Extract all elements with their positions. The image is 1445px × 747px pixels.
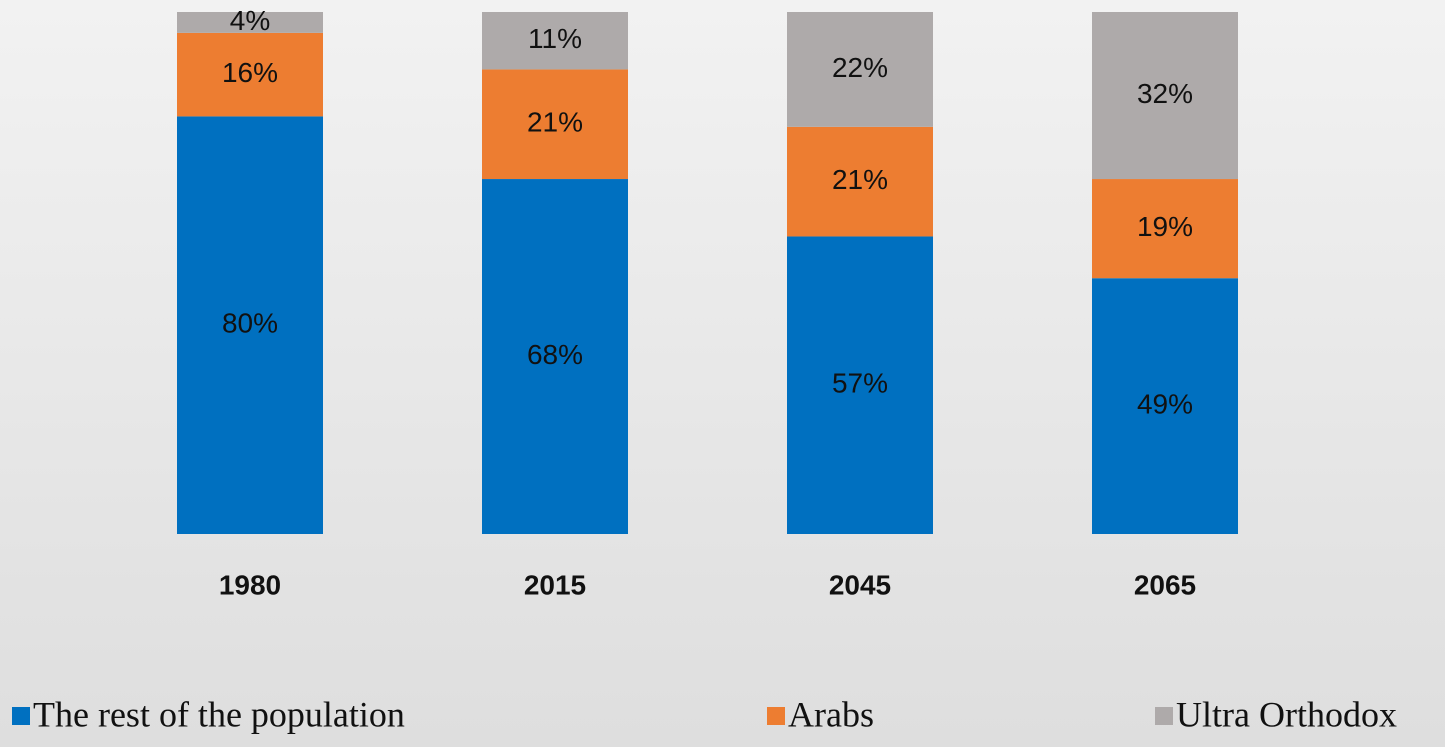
legend-label: Ultra Orthodox xyxy=(1176,694,1397,734)
data-label: 16% xyxy=(222,57,278,88)
bar-segment xyxy=(482,69,628,180)
data-label: 68% xyxy=(527,339,583,370)
data-label: 19% xyxy=(1137,211,1193,242)
x-tick-label: 2065 xyxy=(1134,569,1196,600)
data-label: 49% xyxy=(1137,389,1193,420)
data-label: 80% xyxy=(222,308,278,339)
bar-segment xyxy=(482,12,628,70)
bar-segment xyxy=(787,126,933,237)
bar-segment xyxy=(1092,179,1238,279)
data-label: 21% xyxy=(832,164,888,195)
bar-segment xyxy=(177,32,323,117)
bar-segment xyxy=(787,12,933,127)
legend-swatch xyxy=(1155,707,1173,725)
data-label: 11% xyxy=(528,23,582,54)
legend-swatch xyxy=(12,707,30,725)
data-label: 4% xyxy=(230,5,270,36)
legend-label: The rest of the population xyxy=(33,694,405,734)
bar-segment xyxy=(787,236,933,534)
data-label: 21% xyxy=(527,107,583,138)
bar-segment xyxy=(177,12,323,33)
data-label: 22% xyxy=(832,52,888,83)
bar-segment xyxy=(177,116,323,535)
x-tick-label: 2045 xyxy=(829,569,891,600)
x-tick-label: 1980 xyxy=(219,569,281,600)
data-label: 57% xyxy=(832,368,888,399)
x-tick-label: 2015 xyxy=(524,569,586,600)
data-label: 32% xyxy=(1137,78,1193,109)
legend-swatch xyxy=(767,707,785,725)
bar-segment xyxy=(1092,278,1238,534)
bar-segment xyxy=(1092,12,1238,180)
legend-label: Arabs xyxy=(788,694,874,734)
bar-segment xyxy=(482,179,628,535)
